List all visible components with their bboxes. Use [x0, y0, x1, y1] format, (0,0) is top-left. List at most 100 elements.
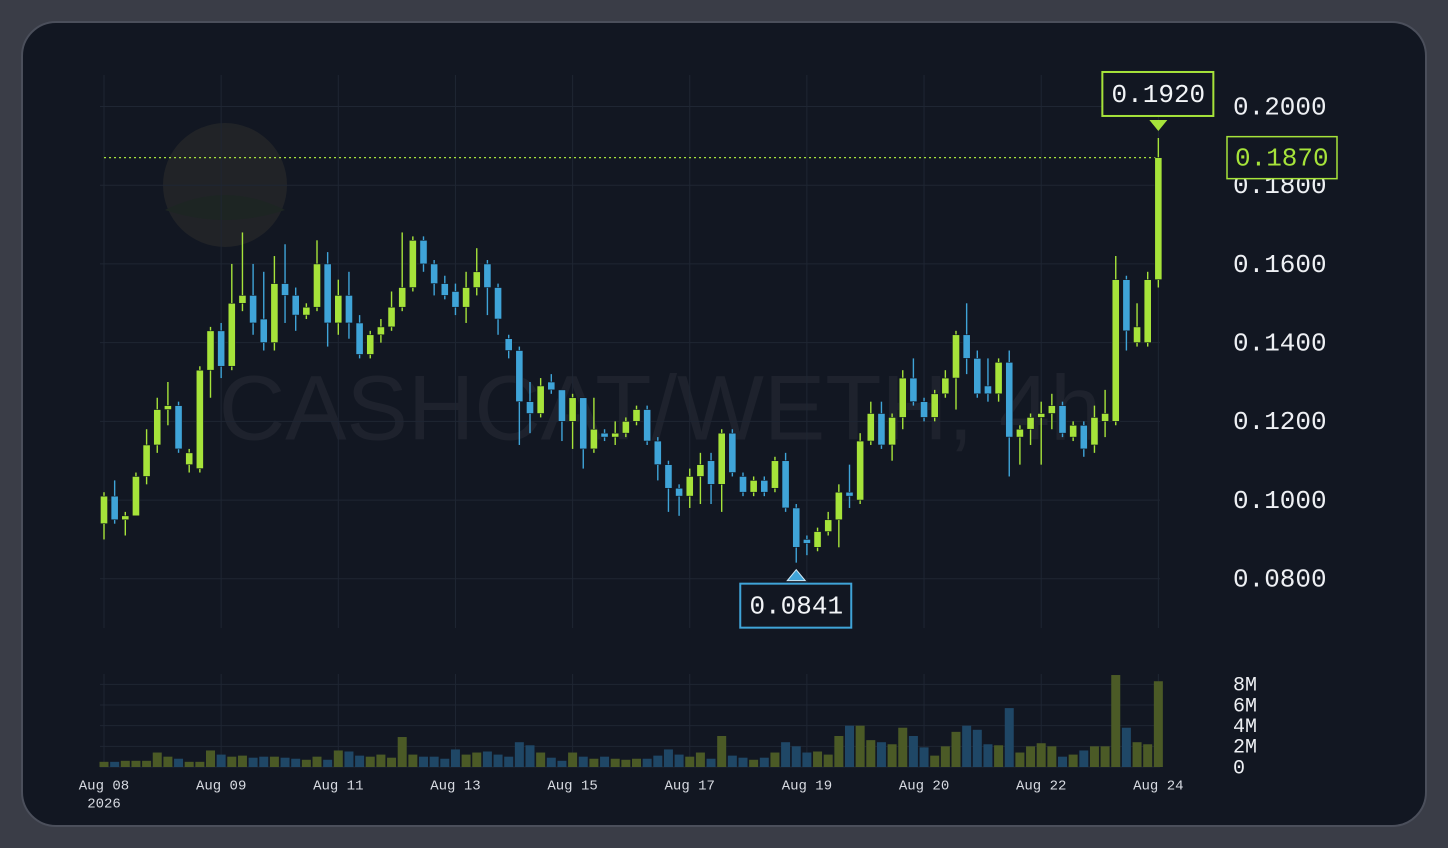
volume-bar — [312, 756, 322, 767]
x-tick-label: Aug 13 — [430, 779, 480, 795]
candle-body — [195, 369, 204, 469]
candle-body — [313, 263, 321, 308]
candle-body — [110, 495, 119, 521]
volume-bar — [493, 754, 503, 767]
candle-body — [1005, 362, 1014, 438]
volume-tick-label: 0 — [1233, 757, 1245, 780]
volume-bar — [781, 742, 791, 767]
candle-body — [153, 409, 162, 446]
volume-bar — [1089, 746, 1099, 767]
candle-body — [483, 263, 492, 288]
x-tick-label: Aug 22 — [1016, 779, 1066, 795]
candle-body — [952, 334, 960, 379]
high-marker — [1149, 119, 1168, 131]
y-tick-label: 0.0800 — [1233, 565, 1327, 595]
volume-bar — [1143, 744, 1153, 767]
volume-bar — [962, 725, 972, 767]
volume-bar — [1036, 743, 1046, 767]
candle-body — [345, 295, 353, 324]
x-tick-label: Aug 24 — [1133, 779, 1183, 795]
candle-body — [579, 397, 588, 450]
candle-body — [984, 385, 992, 395]
candle-body — [717, 432, 726, 485]
candle-body — [451, 291, 460, 308]
volume-bar — [110, 761, 120, 767]
last-price-label: 0.1870 — [1235, 144, 1329, 174]
volume-bar — [291, 758, 301, 767]
volume-bar — [940, 746, 950, 767]
candle-body — [1015, 428, 1024, 438]
high-label-box — [1101, 70, 1215, 117]
candle-body — [962, 334, 971, 359]
candle-body — [781, 460, 790, 509]
candle-body — [664, 464, 673, 489]
candle-body — [238, 295, 247, 304]
candle-body — [515, 350, 524, 402]
candle-body — [834, 491, 843, 521]
volume-bar — [237, 755, 247, 767]
candle-body — [1090, 417, 1099, 446]
candle-body — [1047, 405, 1056, 414]
volume-bar — [387, 757, 397, 767]
volume-bar — [866, 740, 876, 767]
volume-bar — [216, 754, 226, 767]
volume-bar — [152, 752, 162, 767]
volume-bar — [717, 736, 727, 767]
volume-bar — [1004, 708, 1014, 767]
candle-body — [430, 263, 439, 284]
candle-body — [696, 464, 705, 477]
candle-body — [675, 487, 683, 497]
volume-bar — [632, 758, 641, 767]
volume-bar — [1111, 675, 1121, 767]
x-tick-label: Aug 20 — [899, 779, 949, 795]
volume-tick-label: 4M — [1233, 716, 1257, 739]
volume-bar — [887, 744, 897, 767]
x-tick-label: Aug 09 — [196, 779, 246, 795]
volume-tick-label: 2M — [1233, 737, 1257, 760]
candle-body — [227, 302, 236, 367]
volume-bar — [813, 751, 823, 767]
volume-bar — [344, 751, 354, 767]
y-tick-label: 0.2000 — [1233, 92, 1327, 122]
candle-body — [568, 397, 577, 422]
volume-bar — [600, 756, 610, 767]
volume-bar — [1026, 746, 1036, 767]
volume-bar — [461, 754, 471, 767]
volume-bar — [791, 746, 801, 767]
volume-bar — [642, 758, 652, 767]
volume-bar — [1058, 756, 1067, 767]
candle-body — [291, 295, 300, 316]
volume-bar — [1047, 746, 1057, 767]
volume-bar — [621, 759, 631, 767]
volume-bar — [568, 752, 578, 767]
x-tick-label: Aug 17 — [665, 779, 715, 795]
candle-body — [419, 240, 428, 265]
candle-body — [536, 385, 545, 414]
y-tick-label: 0.1000 — [1233, 486, 1327, 516]
candle-body — [653, 440, 662, 465]
candle-body — [259, 318, 268, 343]
candle-body — [1069, 424, 1078, 438]
volume-bar — [120, 760, 130, 767]
candle-body — [366, 334, 375, 355]
volume-bar — [184, 761, 194, 767]
candle-body — [930, 393, 939, 418]
volume-bar — [1132, 742, 1142, 767]
card — [21, 21, 1427, 827]
candle-body — [1037, 413, 1046, 418]
y-tick-label: 0.1400 — [1233, 329, 1327, 359]
volume-bar — [440, 758, 450, 767]
candle-body — [728, 432, 737, 473]
high-label: 0.1920 — [1112, 80, 1206, 110]
volume-bar — [397, 737, 407, 767]
candle-body — [739, 476, 747, 493]
volume-bar — [855, 725, 865, 767]
volume-bar — [365, 756, 375, 767]
candle-body — [707, 460, 715, 485]
low-label: 0.0841 — [749, 592, 843, 622]
volume-bar — [727, 755, 737, 767]
candle-body — [792, 507, 801, 548]
candle-body — [526, 401, 534, 414]
volume-bar — [227, 756, 237, 767]
volume-bar — [546, 757, 556, 767]
